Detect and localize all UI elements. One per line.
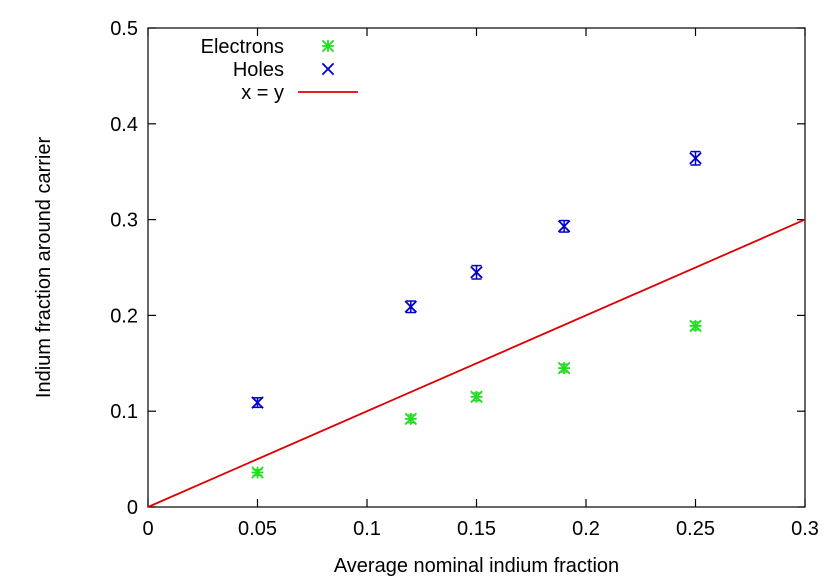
y-tick-label: 0.2 xyxy=(110,305,138,327)
x-tick-label: 0.2 xyxy=(572,518,600,540)
marker-stroke xyxy=(404,300,418,314)
legend-label: x = y xyxy=(241,82,284,104)
x-tick-label: 0.1 xyxy=(353,518,381,540)
data-point xyxy=(404,300,418,314)
asterisk-marker xyxy=(557,361,571,375)
series-holes xyxy=(251,150,702,409)
x-tick-label: 0.3 xyxy=(791,518,819,540)
x-tick-label: 0 xyxy=(142,518,153,540)
data-points-layer xyxy=(251,150,702,479)
cross-marker xyxy=(321,62,335,76)
x-tick-label: 0.25 xyxy=(676,518,715,540)
cross-marker xyxy=(251,396,264,409)
data-point xyxy=(557,219,571,233)
marker-stroke xyxy=(689,152,702,165)
y-tick-label: 0 xyxy=(127,497,138,519)
y-tick-label: 0.4 xyxy=(110,114,138,136)
legend-label: Holes xyxy=(233,59,284,81)
asterisk-marker xyxy=(404,412,418,426)
cross-marker xyxy=(557,220,571,233)
marker-stroke xyxy=(470,266,483,279)
data-point xyxy=(689,319,702,333)
legend-label: Electrons xyxy=(201,36,284,58)
y-tick-label: 0.1 xyxy=(110,401,138,423)
marker-stroke xyxy=(321,62,335,76)
legend-entry: Holes xyxy=(233,59,335,81)
cross-marker xyxy=(470,266,483,279)
y-axis-label: Indium fraction around carrier xyxy=(33,137,55,399)
marker-stroke xyxy=(557,220,571,233)
cross-marker xyxy=(689,152,702,165)
y-tick-label: 0.3 xyxy=(110,210,138,232)
cross-marker xyxy=(404,300,418,314)
data-point xyxy=(470,390,483,404)
asterisk-marker xyxy=(321,39,335,53)
reference-line xyxy=(147,218,806,508)
data-point xyxy=(251,396,264,409)
series-electrons xyxy=(251,319,702,479)
data-point xyxy=(470,264,483,280)
data-point xyxy=(251,466,264,479)
axes: 0 0.05 0.1 0.15 0.2 0.25 0.3 0 0.1 0.2 0.3 0.4 0.5 xyxy=(110,18,819,540)
asterisk-marker xyxy=(251,466,264,479)
marker-stroke xyxy=(251,396,264,409)
y-tick-label: 0.5 xyxy=(110,18,138,40)
data-point xyxy=(557,361,571,375)
asterisk-marker xyxy=(689,319,702,333)
x-tick-label: 0.05 xyxy=(238,518,277,540)
data-point xyxy=(404,412,418,426)
legend-entry: x = y xyxy=(241,82,358,104)
data-point xyxy=(689,150,702,166)
reference-line-layer xyxy=(147,218,806,508)
legend-entry: Electrons xyxy=(201,36,335,58)
x-tick-label: 0.15 xyxy=(457,518,496,540)
x-axis-label: Average nominal indium fraction xyxy=(334,555,619,577)
asterisk-marker xyxy=(470,390,483,404)
